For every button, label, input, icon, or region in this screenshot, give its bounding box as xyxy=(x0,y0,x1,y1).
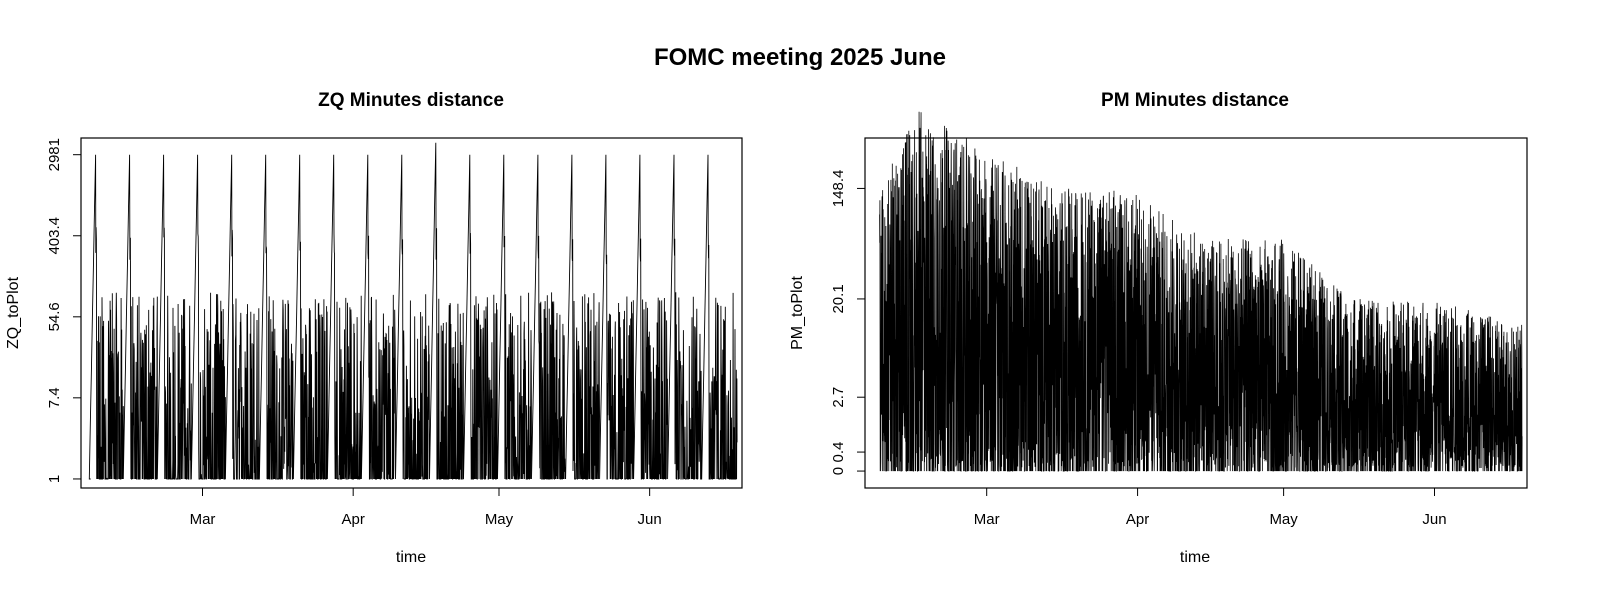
zq-chart: ZQ Minutes distance Mar Apr May Jun 1 7.4 54.… xyxy=(5,90,743,566)
y-tick-label: 2.7 xyxy=(830,387,847,408)
y-axis: 1 7.4 54.6 403.4 2981 xyxy=(46,138,81,483)
x-axis-label: time xyxy=(396,549,426,566)
x-tick-label: Apr xyxy=(342,511,365,528)
pm-chart: PM Minutes distance Mar Apr May Jun 0 0.4 2.7… xyxy=(790,90,1528,566)
y-tick-label: 0 xyxy=(830,467,847,475)
y-tick-label: 0.4 xyxy=(830,442,847,463)
x-tick-label: Mar xyxy=(974,511,1000,528)
x-axis-label: time xyxy=(1180,549,1210,566)
plot-frame xyxy=(864,137,1528,489)
chart-title: PM Minutes distance xyxy=(1101,90,1289,111)
x-axis: Mar Apr May Jun xyxy=(190,488,662,528)
chart-title: ZQ Minutes distance xyxy=(318,90,504,111)
y-axis-label: PM_toPlot xyxy=(790,276,806,350)
y-tick-label: 1 xyxy=(46,475,63,483)
y-tick-label: 148.4 xyxy=(830,170,847,208)
page-title: FOMC meeting 2025 June xyxy=(653,44,947,71)
x-tick-label: May xyxy=(1269,511,1298,528)
x-tick-label: Jun xyxy=(1422,511,1446,528)
y-axis-label: ZQ_toPlot xyxy=(5,276,22,349)
y-tick-label: 7.4 xyxy=(46,387,63,408)
y-tick-label: 20.1 xyxy=(830,284,847,313)
pm-series-line xyxy=(879,111,1523,472)
y-axis: 0 0.4 2.7 20.1 148.4 xyxy=(830,170,865,475)
y-tick-label: 54.6 xyxy=(46,302,63,331)
x-tick-label: Apr xyxy=(1126,511,1149,528)
x-tick-label: May xyxy=(485,511,514,528)
y-tick-label: 403.4 xyxy=(46,217,63,255)
plot-frame xyxy=(80,137,743,489)
x-tick-label: Mar xyxy=(190,511,216,528)
y-tick-label: 2981 xyxy=(46,138,63,171)
x-tick-label: Jun xyxy=(638,511,662,528)
zq-series-line xyxy=(88,142,738,480)
x-axis: Mar Apr May Jun xyxy=(974,488,1447,528)
